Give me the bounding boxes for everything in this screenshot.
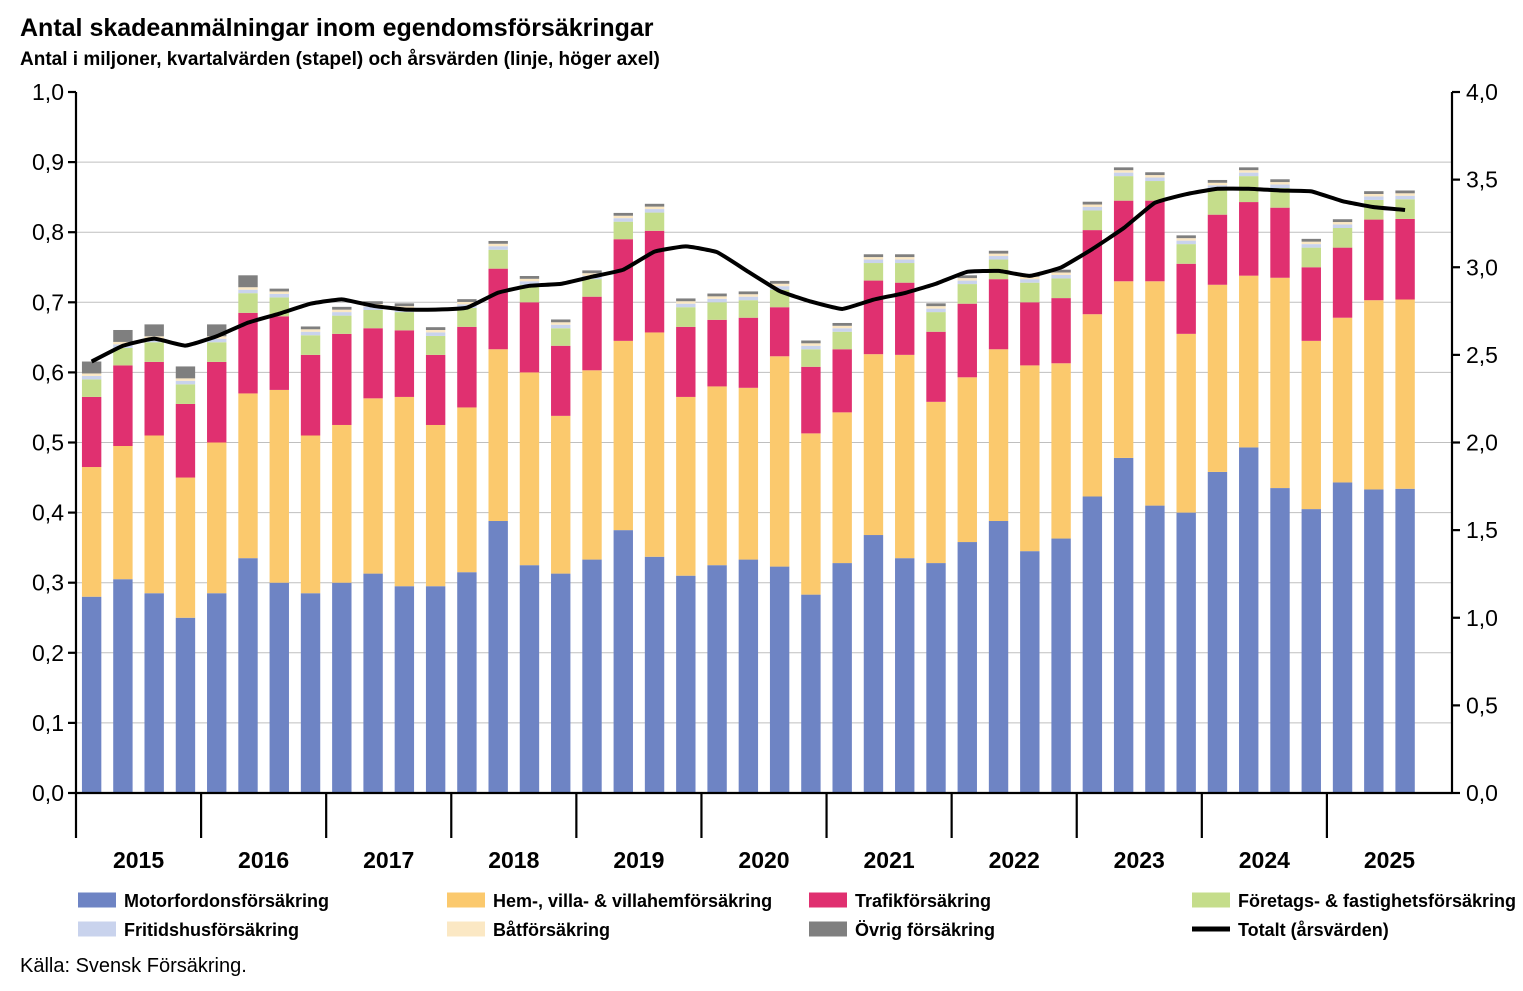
svg-text:0,7: 0,7 bbox=[32, 289, 64, 315]
svg-text:3,5: 3,5 bbox=[1466, 167, 1498, 193]
svg-text:2,5: 2,5 bbox=[1466, 342, 1498, 368]
svg-text:1,0: 1,0 bbox=[32, 79, 64, 105]
svg-text:Hem-, villa- & villahemförsäkr: Hem-, villa- & villahemförsäkring bbox=[493, 891, 772, 911]
svg-text:2015: 2015 bbox=[113, 847, 164, 873]
svg-text:Övrig försäkring: Övrig försäkring bbox=[855, 920, 995, 940]
svg-text:2024: 2024 bbox=[1239, 847, 1290, 873]
svg-text:0,3: 0,3 bbox=[32, 570, 64, 596]
svg-text:Trafikförsäkring: Trafikförsäkring bbox=[855, 891, 991, 911]
svg-text:0,0: 0,0 bbox=[1466, 780, 1498, 806]
svg-text:Båtförsäkring: Båtförsäkring bbox=[493, 920, 610, 940]
svg-text:2017: 2017 bbox=[363, 847, 414, 873]
svg-text:0,9: 0,9 bbox=[32, 149, 64, 175]
svg-text:2018: 2018 bbox=[488, 847, 539, 873]
svg-text:2019: 2019 bbox=[613, 847, 664, 873]
svg-text:Fritidshusförsäkring: Fritidshusförsäkring bbox=[124, 920, 299, 940]
svg-text:Totalt (årsvärden): Totalt (årsvärden) bbox=[1238, 920, 1389, 940]
svg-text:0,5: 0,5 bbox=[1466, 692, 1498, 718]
svg-text:2021: 2021 bbox=[864, 847, 915, 873]
svg-text:2020: 2020 bbox=[738, 847, 789, 873]
svg-text:0,6: 0,6 bbox=[32, 359, 64, 385]
svg-text:2025: 2025 bbox=[1364, 847, 1415, 873]
svg-text:0,2: 0,2 bbox=[32, 640, 64, 666]
svg-text:0,5: 0,5 bbox=[32, 430, 64, 456]
svg-text:2016: 2016 bbox=[238, 847, 289, 873]
svg-text:Företags- & fastighetsförsäkri: Företags- & fastighetsförsäkring bbox=[1238, 891, 1516, 911]
svg-text:4,0: 4,0 bbox=[1466, 79, 1498, 105]
svg-text:1,5: 1,5 bbox=[1466, 517, 1498, 543]
svg-text:2,0: 2,0 bbox=[1466, 430, 1498, 456]
svg-text:3,0: 3,0 bbox=[1466, 254, 1498, 280]
svg-text:0,8: 0,8 bbox=[32, 219, 64, 245]
svg-text:0,1: 0,1 bbox=[32, 710, 64, 736]
svg-text:1,0: 1,0 bbox=[1466, 605, 1498, 631]
svg-text:0,4: 0,4 bbox=[32, 500, 64, 526]
svg-text:Motorfordonsförsäkring: Motorfordonsförsäkring bbox=[124, 891, 329, 911]
svg-text:0,0: 0,0 bbox=[32, 780, 64, 806]
svg-text:2022: 2022 bbox=[989, 847, 1040, 873]
svg-text:2023: 2023 bbox=[1114, 847, 1165, 873]
